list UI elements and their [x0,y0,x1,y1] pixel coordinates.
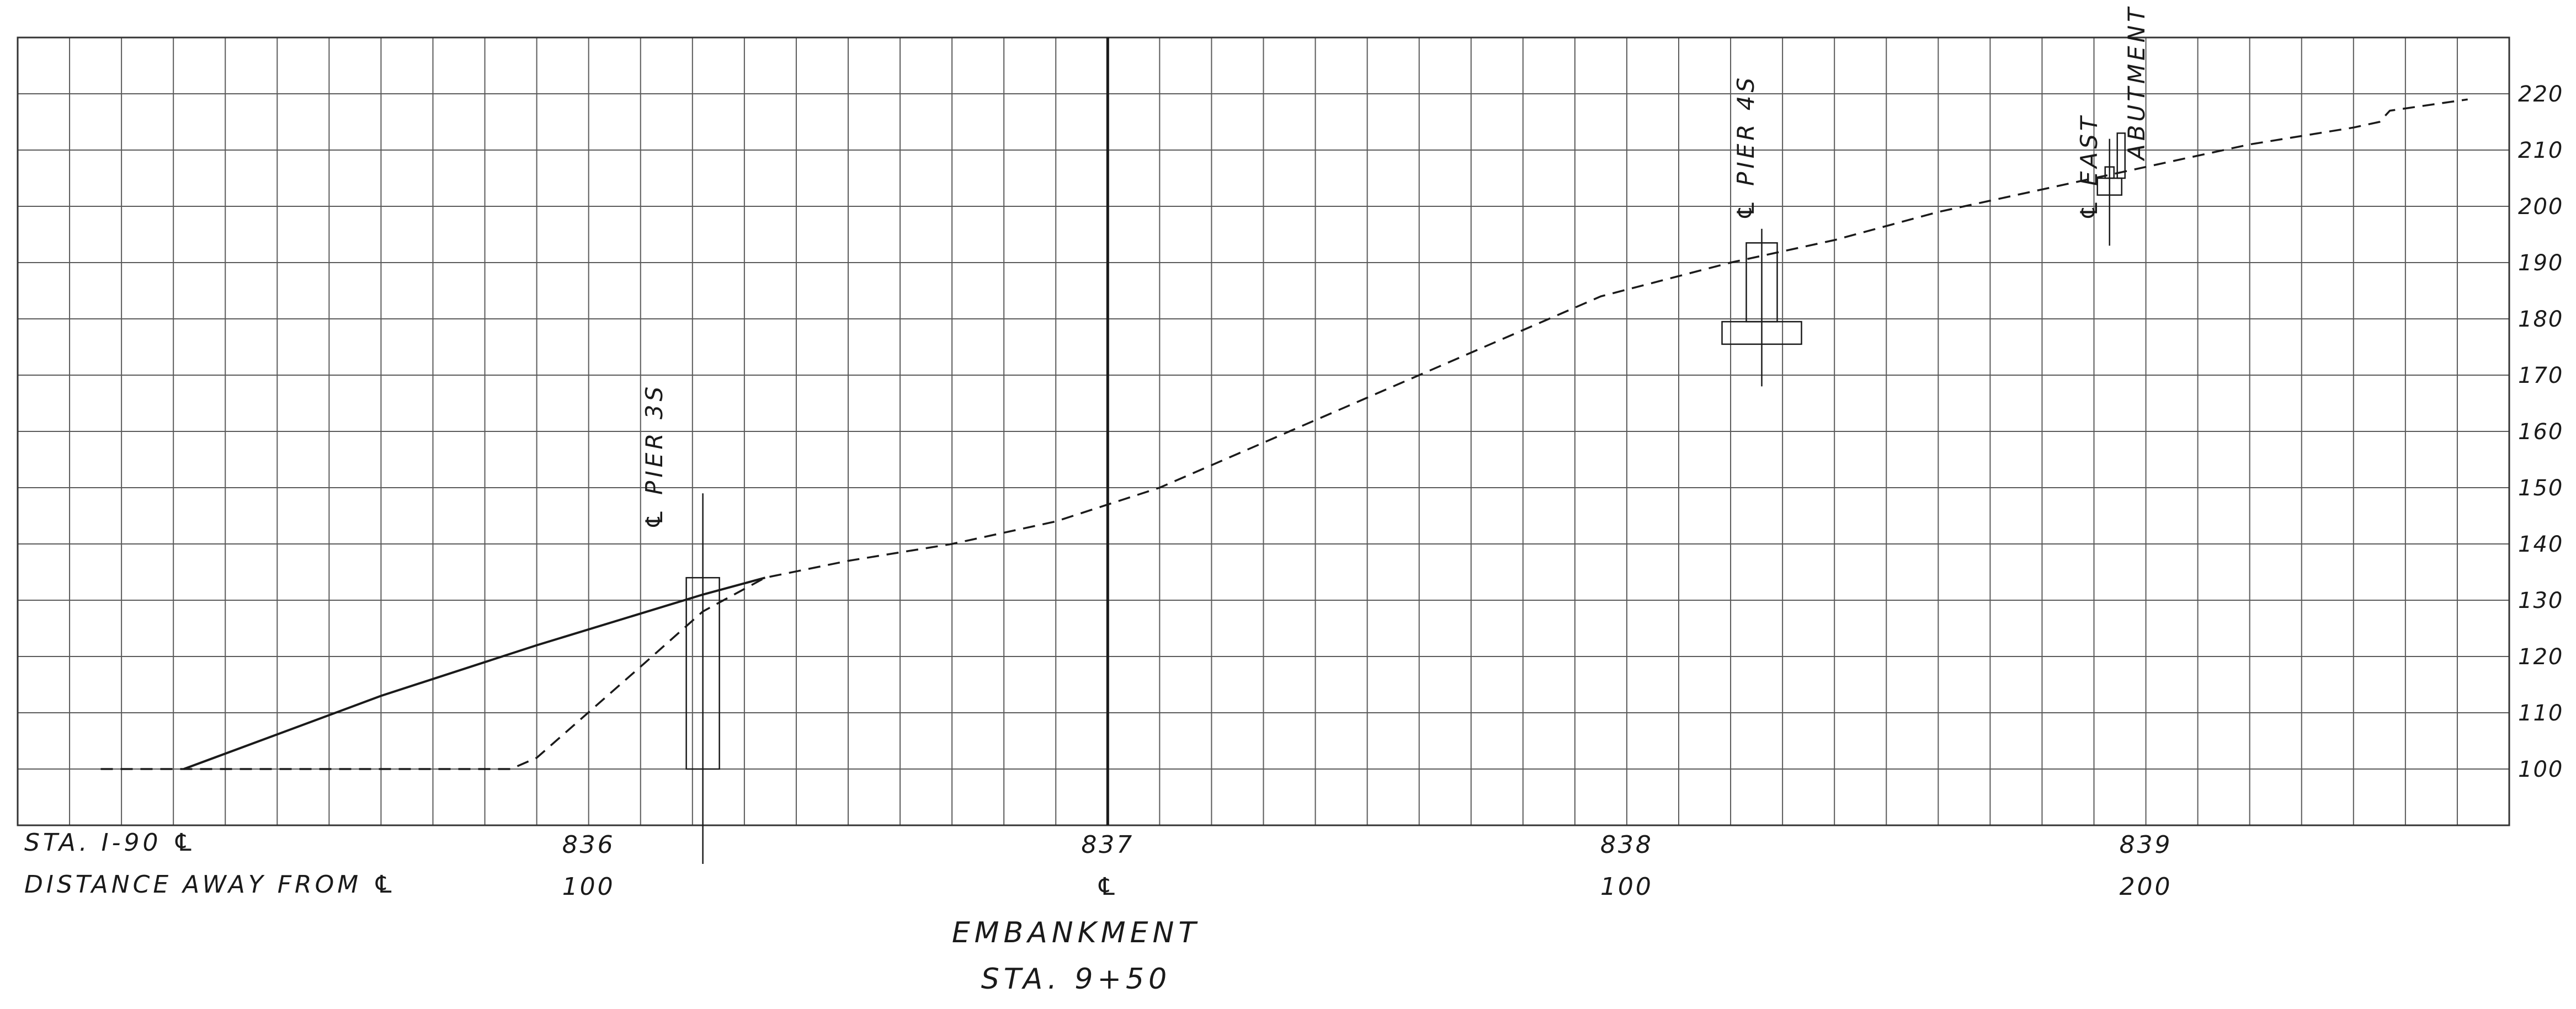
structures [685,132,2126,864]
station-tick-label: 839 [2120,831,2173,859]
abutment-label: ABUTMENT [2123,4,2150,162]
distance-tick-label: 200 [2120,873,2173,901]
distance-tick-label: ℄ [1096,873,1120,901]
east-abutment-seat [2104,166,2115,179]
station-labels: 836 100 837 ℄ 838 100 839 200 [562,831,2173,901]
section-subtitle: STA. 9+50 [981,963,1171,996]
pier-3s-label: ℄ PIER 3S [641,383,668,530]
station-tick-label: 837 [1081,831,1134,859]
elevation-tick-label: 100 [2518,757,2563,782]
elevation-tick-label: 140 [2518,532,2563,557]
elevation-tick-label: 220 [2518,82,2563,107]
pier-4s-label: ℄ PIER 4S [1732,74,1759,221]
elevation-tick-label: 200 [2518,194,2563,220]
elevation-tick-label: 180 [2518,307,2563,332]
elevation-tick-label: 110 [2518,701,2563,726]
section-title: EMBANKMENT [952,916,1200,949]
station-tick-label: 836 [562,831,615,859]
elevation-tick-label: 120 [2518,644,2563,670]
distance-tick-label: 100 [562,873,615,901]
elevation-tick-labels: 100 110 120 130 140 150 160 170 180 190 200 210 220 [2518,82,2563,782]
elevation-tick-label: 150 [2518,476,2563,501]
station-row-label: STA. I-90 ℄ [24,829,198,857]
pier-3s-column [685,576,720,770]
elevation-tick-label: 130 [2518,588,2563,613]
pier-4s-footing [1721,321,1802,345]
distance-row-label: DISTANCE AWAY FROM ℄ [24,871,398,899]
grid-frame [17,36,2510,826]
elevation-tick-label: 170 [2518,363,2563,388]
elevation-tick-label: 190 [2518,250,2563,276]
profile-series [100,98,2468,770]
existing-ground-line [100,98,2468,770]
elevation-tick-label: 160 [2518,419,2563,445]
station-tick-label: 838 [1600,831,1653,859]
east-label: ℄ EAST [2075,113,2103,221]
distance-tick-label: 100 [1600,873,1653,901]
elevation-tick-label: 210 [2518,138,2563,163]
embankment-slope-line [183,576,766,770]
